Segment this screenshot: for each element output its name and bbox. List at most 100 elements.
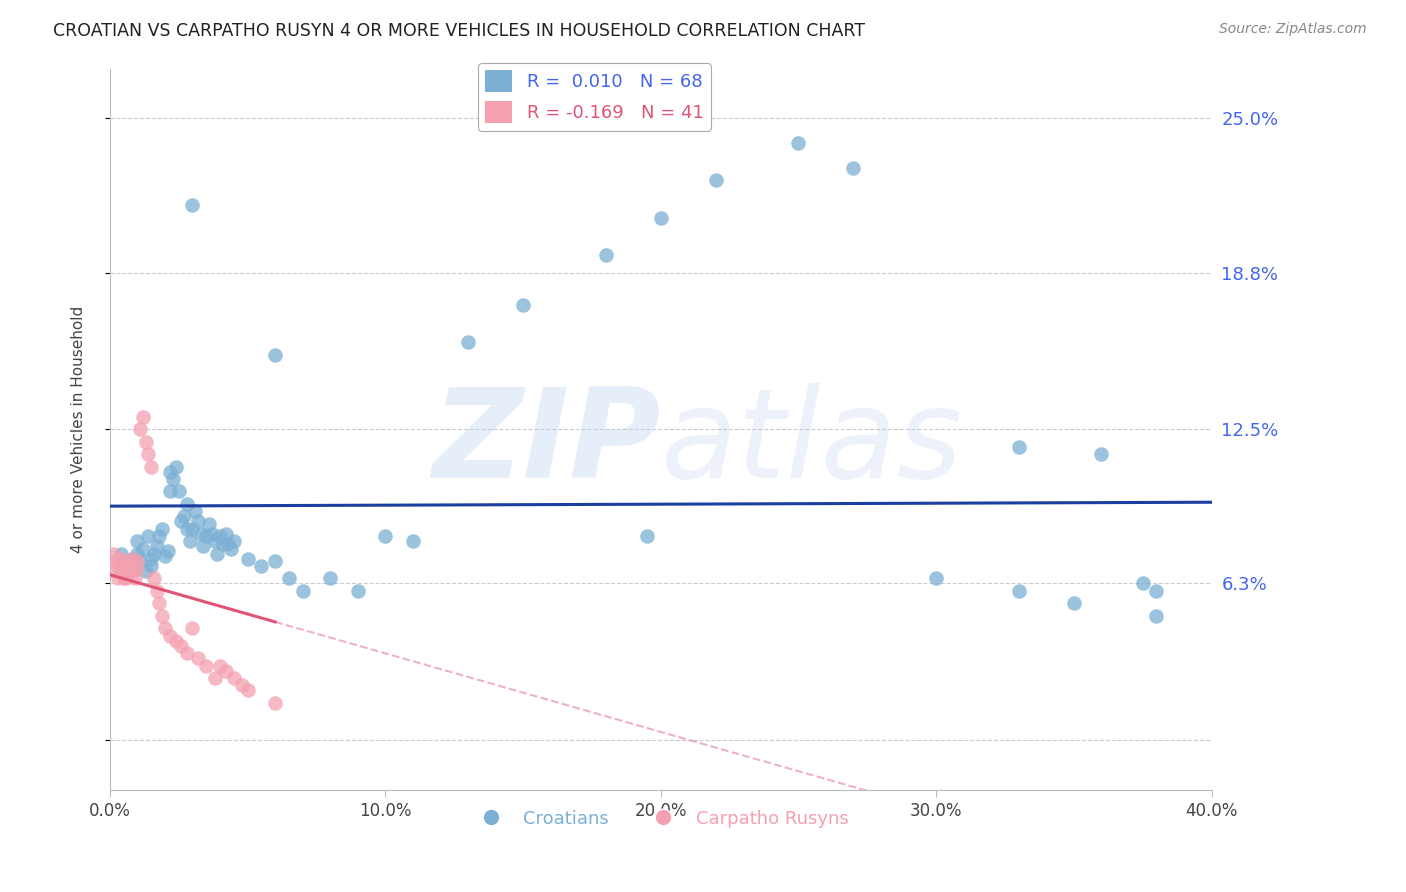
Point xyxy=(153,549,176,563)
Point xyxy=(165,633,187,648)
Point xyxy=(319,572,342,586)
Point xyxy=(124,572,146,586)
Point xyxy=(211,536,233,550)
Point xyxy=(374,529,396,543)
Point xyxy=(110,551,132,566)
Point xyxy=(1008,583,1031,598)
Point xyxy=(141,459,163,474)
Point xyxy=(1063,596,1085,610)
Point xyxy=(402,534,425,549)
Point xyxy=(101,547,124,561)
Point xyxy=(121,564,143,578)
Point xyxy=(135,564,157,578)
Point xyxy=(141,551,163,566)
Point xyxy=(135,434,157,449)
Point xyxy=(208,658,231,673)
Point xyxy=(104,564,127,578)
Point xyxy=(277,572,299,586)
Point xyxy=(222,671,245,685)
Point xyxy=(457,335,479,350)
Point xyxy=(115,554,138,568)
Point xyxy=(118,564,141,578)
Point xyxy=(181,621,204,635)
Point xyxy=(184,504,207,518)
Point xyxy=(176,522,198,536)
Point xyxy=(127,534,149,549)
Point xyxy=(204,534,226,549)
Point xyxy=(236,683,259,698)
Point xyxy=(181,198,204,212)
Point xyxy=(150,608,173,623)
Point xyxy=(217,536,239,550)
Point xyxy=(204,671,226,685)
Point xyxy=(118,564,141,578)
Point xyxy=(264,696,287,710)
Point xyxy=(595,248,617,262)
Point xyxy=(118,559,141,574)
Point xyxy=(291,583,314,598)
Point xyxy=(127,547,149,561)
Point xyxy=(104,554,127,568)
Point xyxy=(156,544,179,558)
Point xyxy=(173,509,195,524)
Text: ZIP: ZIP xyxy=(432,384,661,504)
Point xyxy=(1132,576,1154,591)
Point xyxy=(231,678,253,692)
Point xyxy=(141,559,163,574)
Point xyxy=(176,497,198,511)
Point xyxy=(115,554,138,568)
Y-axis label: 4 or more Vehicles in Household: 4 or more Vehicles in Household xyxy=(72,306,86,553)
Point xyxy=(148,529,170,543)
Point xyxy=(704,173,727,187)
Point xyxy=(181,522,204,536)
Point xyxy=(201,526,224,541)
Point xyxy=(264,554,287,568)
Text: CROATIAN VS CARPATHO RUSYN 4 OR MORE VEHICLES IN HOUSEHOLD CORRELATION CHART: CROATIAN VS CARPATHO RUSYN 4 OR MORE VEH… xyxy=(53,22,866,40)
Point xyxy=(170,639,193,653)
Point xyxy=(1146,608,1168,623)
Text: Source: ZipAtlas.com: Source: ZipAtlas.com xyxy=(1219,22,1367,37)
Point xyxy=(138,447,160,461)
Point xyxy=(142,572,165,586)
Point xyxy=(148,596,170,610)
Point xyxy=(925,572,948,586)
Point xyxy=(219,541,242,556)
Point xyxy=(132,541,155,556)
Point xyxy=(842,161,865,175)
Point xyxy=(167,484,190,499)
Point xyxy=(1090,447,1112,461)
Point xyxy=(250,559,273,574)
Point xyxy=(110,547,132,561)
Point xyxy=(159,465,181,479)
Point xyxy=(222,534,245,549)
Point xyxy=(142,547,165,561)
Point xyxy=(264,348,287,362)
Point xyxy=(107,572,129,586)
Point xyxy=(214,664,236,678)
Point xyxy=(650,211,672,225)
Text: atlas: atlas xyxy=(661,384,963,504)
Point xyxy=(787,136,810,150)
Point xyxy=(145,583,167,598)
Point xyxy=(107,559,129,574)
Point xyxy=(121,551,143,566)
Point xyxy=(207,547,229,561)
Point xyxy=(346,583,368,598)
Point xyxy=(187,651,209,665)
Point xyxy=(195,658,218,673)
Point xyxy=(195,529,218,543)
Point xyxy=(208,529,231,543)
Point xyxy=(153,621,176,635)
Point xyxy=(187,514,209,528)
Point xyxy=(129,422,152,436)
Point xyxy=(112,559,135,574)
Point xyxy=(1146,583,1168,598)
Point xyxy=(165,459,187,474)
Point xyxy=(170,514,193,528)
Point xyxy=(127,554,149,568)
Legend: Croatians, Carpatho Rusyns: Croatians, Carpatho Rusyns xyxy=(465,803,856,835)
Point xyxy=(115,572,138,586)
Point xyxy=(193,539,215,553)
Point xyxy=(127,561,149,575)
Point xyxy=(129,554,152,568)
